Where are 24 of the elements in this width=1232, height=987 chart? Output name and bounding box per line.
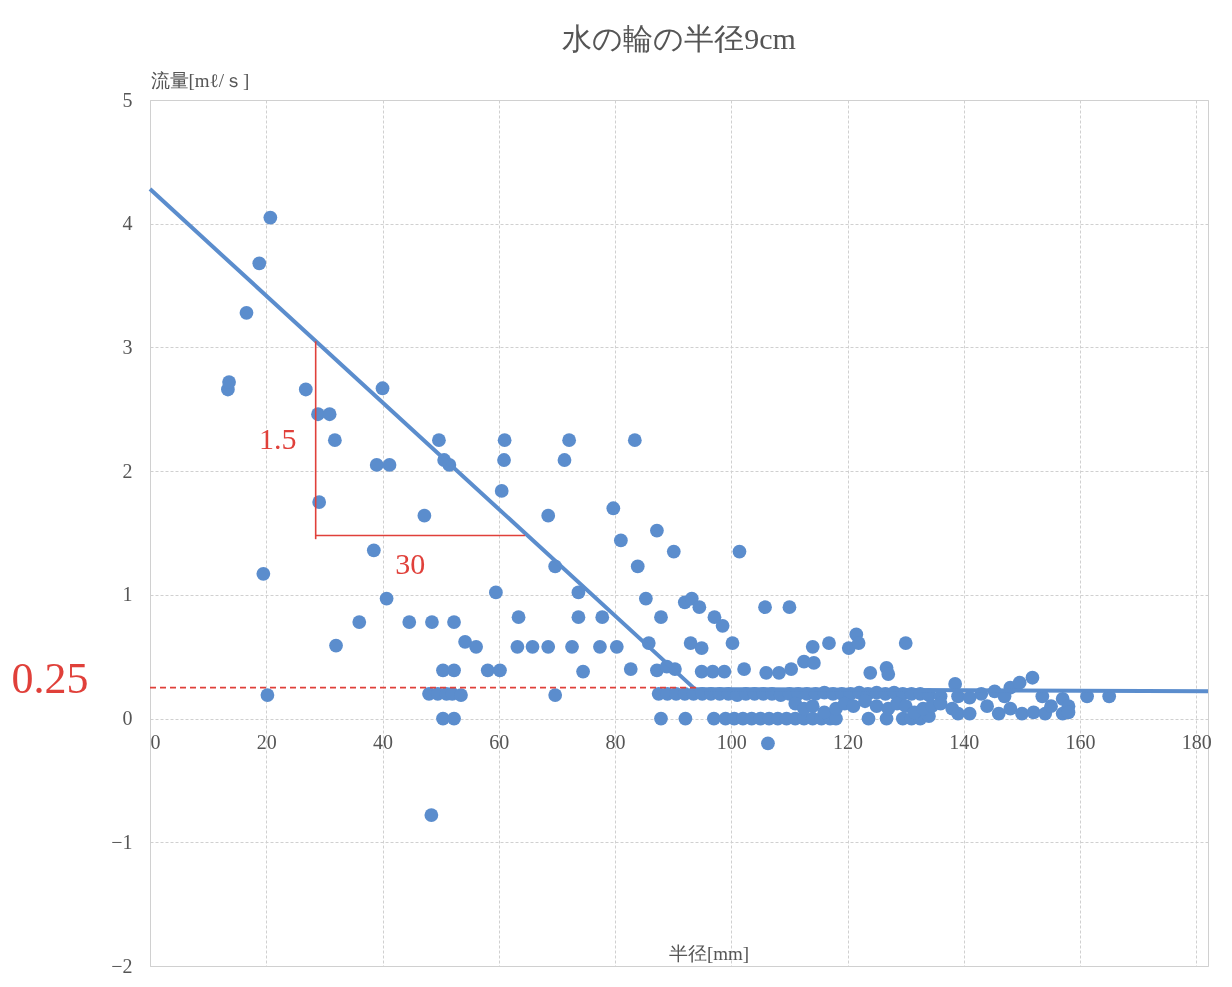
x-tick-label: 140	[949, 731, 980, 754]
text: 0.25	[11, 653, 89, 703]
x-tick-label: 120	[833, 731, 864, 754]
x-tick-label: 180	[1181, 731, 1212, 754]
y-tick-label: 0	[122, 707, 133, 730]
x-tick-label: 20	[256, 731, 277, 754]
y-tick-label: −2	[111, 954, 133, 977]
y-tick-label: −1	[111, 830, 133, 853]
x-axis-title: 半径[mm]	[668, 943, 750, 964]
annotation: 30	[395, 547, 426, 581]
y-tick-label: 2	[122, 459, 133, 482]
y-tick-label: 4	[122, 212, 133, 235]
chart-title: 水の輪の半径9cm	[562, 22, 796, 55]
y-tick-label: 3	[122, 335, 133, 358]
y-tick-label: 1	[122, 583, 133, 606]
y-tick-label: 5	[122, 88, 133, 111]
annotation: 1.5	[258, 422, 297, 456]
x-tick-label: 40	[373, 731, 394, 754]
x-tick-label: 60	[489, 731, 510, 754]
x-tick-label: 100	[716, 731, 747, 754]
y-axis-title: 流量[mℓ/ｓ]	[150, 69, 250, 91]
x-tick-label: 0	[150, 731, 161, 754]
x-tick-label: 80	[605, 731, 626, 754]
x-tick-label: 160	[1065, 731, 1096, 754]
